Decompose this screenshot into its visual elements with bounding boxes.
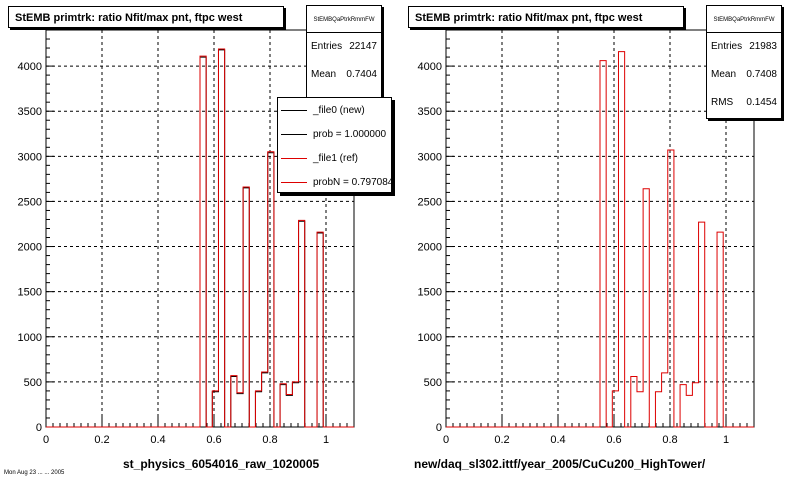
y-tick-label: 500 bbox=[424, 377, 442, 389]
stat-value: 21983 bbox=[749, 41, 777, 52]
legend-label: _file1 (ref) bbox=[313, 152, 359, 164]
y-tick-label: 1000 bbox=[18, 332, 42, 344]
left-histogram-panel: StEMB primtrk: ratio Nfit/max pnt, ftpc … bbox=[8, 5, 392, 471]
left-x-axis-label: st_physics_6054016_raw_1020005 bbox=[123, 457, 320, 471]
y-tick-label: 2000 bbox=[418, 242, 442, 254]
y-tick-label: 3000 bbox=[418, 151, 442, 163]
y-tick-label: 3500 bbox=[418, 106, 442, 118]
legend-entry: _file1 (ref) bbox=[278, 146, 391, 170]
right-stat-entries: Entries 21983 bbox=[707, 33, 781, 61]
y-tick-label: 500 bbox=[24, 377, 42, 389]
x-tick-label: 0.8 bbox=[662, 434, 677, 446]
stat-label: Entries bbox=[711, 41, 743, 52]
y-tick-label: 0 bbox=[436, 422, 442, 434]
y-tick-label: 1500 bbox=[418, 287, 442, 299]
left-legend: _file0 (new) prob = 1.000000 _file1 (ref… bbox=[277, 97, 392, 193]
x-tick-label: 1 bbox=[323, 434, 329, 446]
legend-line-swatch bbox=[281, 181, 307, 183]
y-tick-label: 2000 bbox=[18, 242, 42, 254]
right-stat-mean: Mean 0.7408 bbox=[707, 61, 781, 89]
stat-label: Mean bbox=[311, 69, 337, 80]
x-tick-label: 1 bbox=[723, 434, 729, 446]
left-stat-entries: Entries 22147 bbox=[307, 33, 381, 61]
stat-value: 0.7404 bbox=[346, 69, 377, 80]
stat-label: Entries bbox=[311, 41, 343, 52]
right-plot-title: StEMB primtrk: ratio Nfit/max pnt, ftpc … bbox=[408, 6, 684, 28]
legend-label: _file0 (new) bbox=[313, 104, 365, 116]
y-tick-label: 3500 bbox=[18, 106, 42, 118]
y-tick-label: 2500 bbox=[18, 196, 42, 208]
histogram-series bbox=[46, 48, 354, 428]
x-tick-label: 0.6 bbox=[206, 434, 221, 446]
right-stats-box: StEMBQaPtrkRmmFW Entries 21983 Mean 0.74… bbox=[706, 5, 782, 119]
legend-line-swatch bbox=[281, 109, 307, 111]
stat-value: 0.7408 bbox=[746, 69, 777, 80]
x-tick-label: 0.2 bbox=[494, 434, 509, 446]
right-histogram-panel: StEMB primtrk: ratio Nfit/max pnt, ftpc … bbox=[400, 0, 800, 480]
stat-label: RMS bbox=[711, 97, 734, 108]
legend-entry: probN = 0.797084 bbox=[278, 170, 392, 192]
x-tick-label: 0 bbox=[443, 434, 449, 446]
stat-value: 0.1454 bbox=[746, 97, 777, 108]
legend-label: probN = 0.797084 bbox=[313, 176, 392, 188]
legend-label: prob = 1.000000 bbox=[313, 128, 387, 140]
x-tick-label: 0.6 bbox=[606, 434, 621, 446]
x-tick-label: 0.8 bbox=[262, 434, 277, 446]
legend-line-swatch bbox=[281, 157, 307, 159]
right-stats-name: StEMBQaPtrkRmmFW bbox=[707, 6, 781, 33]
x-tick-label: 0.4 bbox=[550, 434, 565, 446]
legend-entry: _file0 (new) bbox=[278, 98, 391, 122]
y-tick-label: 1500 bbox=[18, 287, 42, 299]
stat-label: Mean bbox=[711, 69, 737, 80]
y-tick-label: 3000 bbox=[18, 151, 42, 163]
stat-value: 22147 bbox=[349, 41, 377, 52]
x-tick-label: 0.2 bbox=[94, 434, 109, 446]
left-histogram-chart: 0 500 1000 1500 2000 2500 3000 3500 4000 0 0.2 0.4 0… bbox=[18, 29, 355, 446]
left-stats-name: StEMBQaPtrkRmmFW bbox=[307, 6, 381, 33]
footer-timestamp: Mon Aug 23 ... ... 2005 bbox=[4, 470, 65, 476]
x-tick-label: 0.4 bbox=[150, 434, 165, 446]
histogram-series bbox=[446, 51, 754, 428]
legend-line-swatch bbox=[281, 133, 307, 135]
left-plot-title: StEMB primtrk: ratio Nfit/max pnt, ftpc … bbox=[8, 6, 284, 28]
y-tick-label: 4000 bbox=[418, 61, 442, 73]
y-tick-label: 0 bbox=[36, 422, 42, 434]
legend-entry: prob = 1.000000 bbox=[278, 122, 391, 146]
y-tick-label: 1000 bbox=[418, 332, 442, 344]
left-stat-mean: Mean 0.7404 bbox=[307, 61, 381, 89]
right-x-axis-label: new/daq_sl302.ittf/year_2005/CuCu200_Hig… bbox=[414, 457, 706, 471]
right-stat-rms: RMS 0.1454 bbox=[707, 89, 781, 117]
x-tick-label: 0 bbox=[43, 434, 49, 446]
y-tick-label: 2500 bbox=[418, 196, 442, 208]
right-histogram-chart: 0 500 1000 1500 2000 2500 3000 3500 4000 0 0.2 0.4 0… bbox=[418, 29, 755, 446]
y-tick-label: 4000 bbox=[18, 61, 42, 73]
